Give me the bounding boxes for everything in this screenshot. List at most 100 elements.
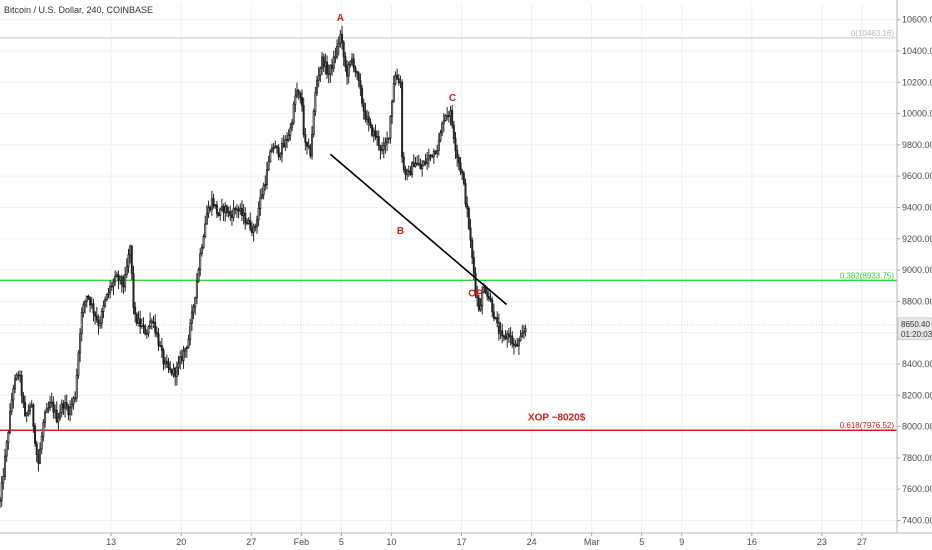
candle-body [70,403,73,408]
x-tick-label: 24 [527,537,537,547]
candle [332,50,335,73]
candle-body [145,332,148,335]
candle-body [4,455,7,477]
candle-body [177,362,180,368]
annotation-label: XOP ~8020$ [528,412,586,423]
candle [14,374,17,394]
candle [416,155,419,166]
candle-body [277,147,280,158]
candle-body [214,204,217,207]
candle-body [387,137,390,140]
candle [284,134,287,152]
candle [140,318,143,329]
candle [386,131,389,152]
candle-body [174,368,177,377]
candle-body [267,161,270,171]
candle [119,275,122,285]
candle [245,217,248,226]
candle [269,149,272,163]
candle [424,153,427,166]
candle [267,155,270,172]
candle [109,280,112,299]
candle-body [255,219,258,228]
candle-body [304,134,307,143]
candle-body [290,122,293,129]
candle [192,304,195,320]
candle [229,205,232,221]
candle-body [414,163,417,167]
candle-body [57,417,60,423]
candle [514,339,517,348]
candle-body [249,219,252,230]
candle [516,337,519,348]
candle [39,442,42,465]
candle [414,156,417,168]
candle [212,193,215,209]
candle-body [285,139,288,142]
candle [164,356,167,369]
y-tick-label: 8000.00 [902,422,932,432]
candle-body [197,269,200,282]
candle [234,206,237,215]
candle-body [347,64,350,77]
candle-body [501,330,504,337]
candle-body [270,147,273,152]
candle-body [67,406,70,416]
candle-body [297,90,300,94]
candle-body [416,162,419,165]
candle [409,165,412,176]
candle [339,29,342,48]
candle [454,132,457,159]
candle [172,363,175,378]
y-tick-label: 7600.00 [902,484,932,494]
candle-body [40,436,43,450]
candle [292,101,295,126]
candle-body [431,154,434,158]
candle [155,326,158,338]
candle [210,190,213,216]
candle-body [247,219,250,224]
candle [476,285,479,307]
candle [34,423,37,447]
candle-body [167,362,170,369]
candle [347,61,350,84]
candle-body [434,150,437,154]
candle-body [331,64,334,69]
candle [402,152,405,173]
candle-body [139,318,142,327]
candle-body [384,142,387,146]
candle-body [224,205,227,213]
candle-body [105,294,108,301]
candle-body [364,111,367,121]
candle [25,411,28,423]
candle-body [74,397,77,400]
candle [17,370,20,381]
candle-body [441,123,444,134]
candle [477,294,480,313]
x-tick-label: 20 [176,537,186,547]
candle-body [0,482,3,501]
candle-body [442,120,445,124]
candle-body [427,155,430,160]
candle [30,400,33,408]
candle-body [319,67,322,76]
candle-body [232,208,235,218]
candle-body [39,448,42,464]
candle [0,476,3,507]
candle [272,142,275,154]
candle-body [479,305,482,311]
candle [200,244,203,257]
candle-body [371,125,374,136]
candle [497,313,500,341]
candle [42,419,45,442]
candle-body [354,67,357,73]
candle-body [24,402,27,416]
candle [4,448,7,481]
candle-body [265,169,268,185]
candle-body [192,306,195,313]
candle [194,296,197,315]
candle-body [225,205,228,214]
candle-body [512,343,515,346]
candle [179,350,182,370]
